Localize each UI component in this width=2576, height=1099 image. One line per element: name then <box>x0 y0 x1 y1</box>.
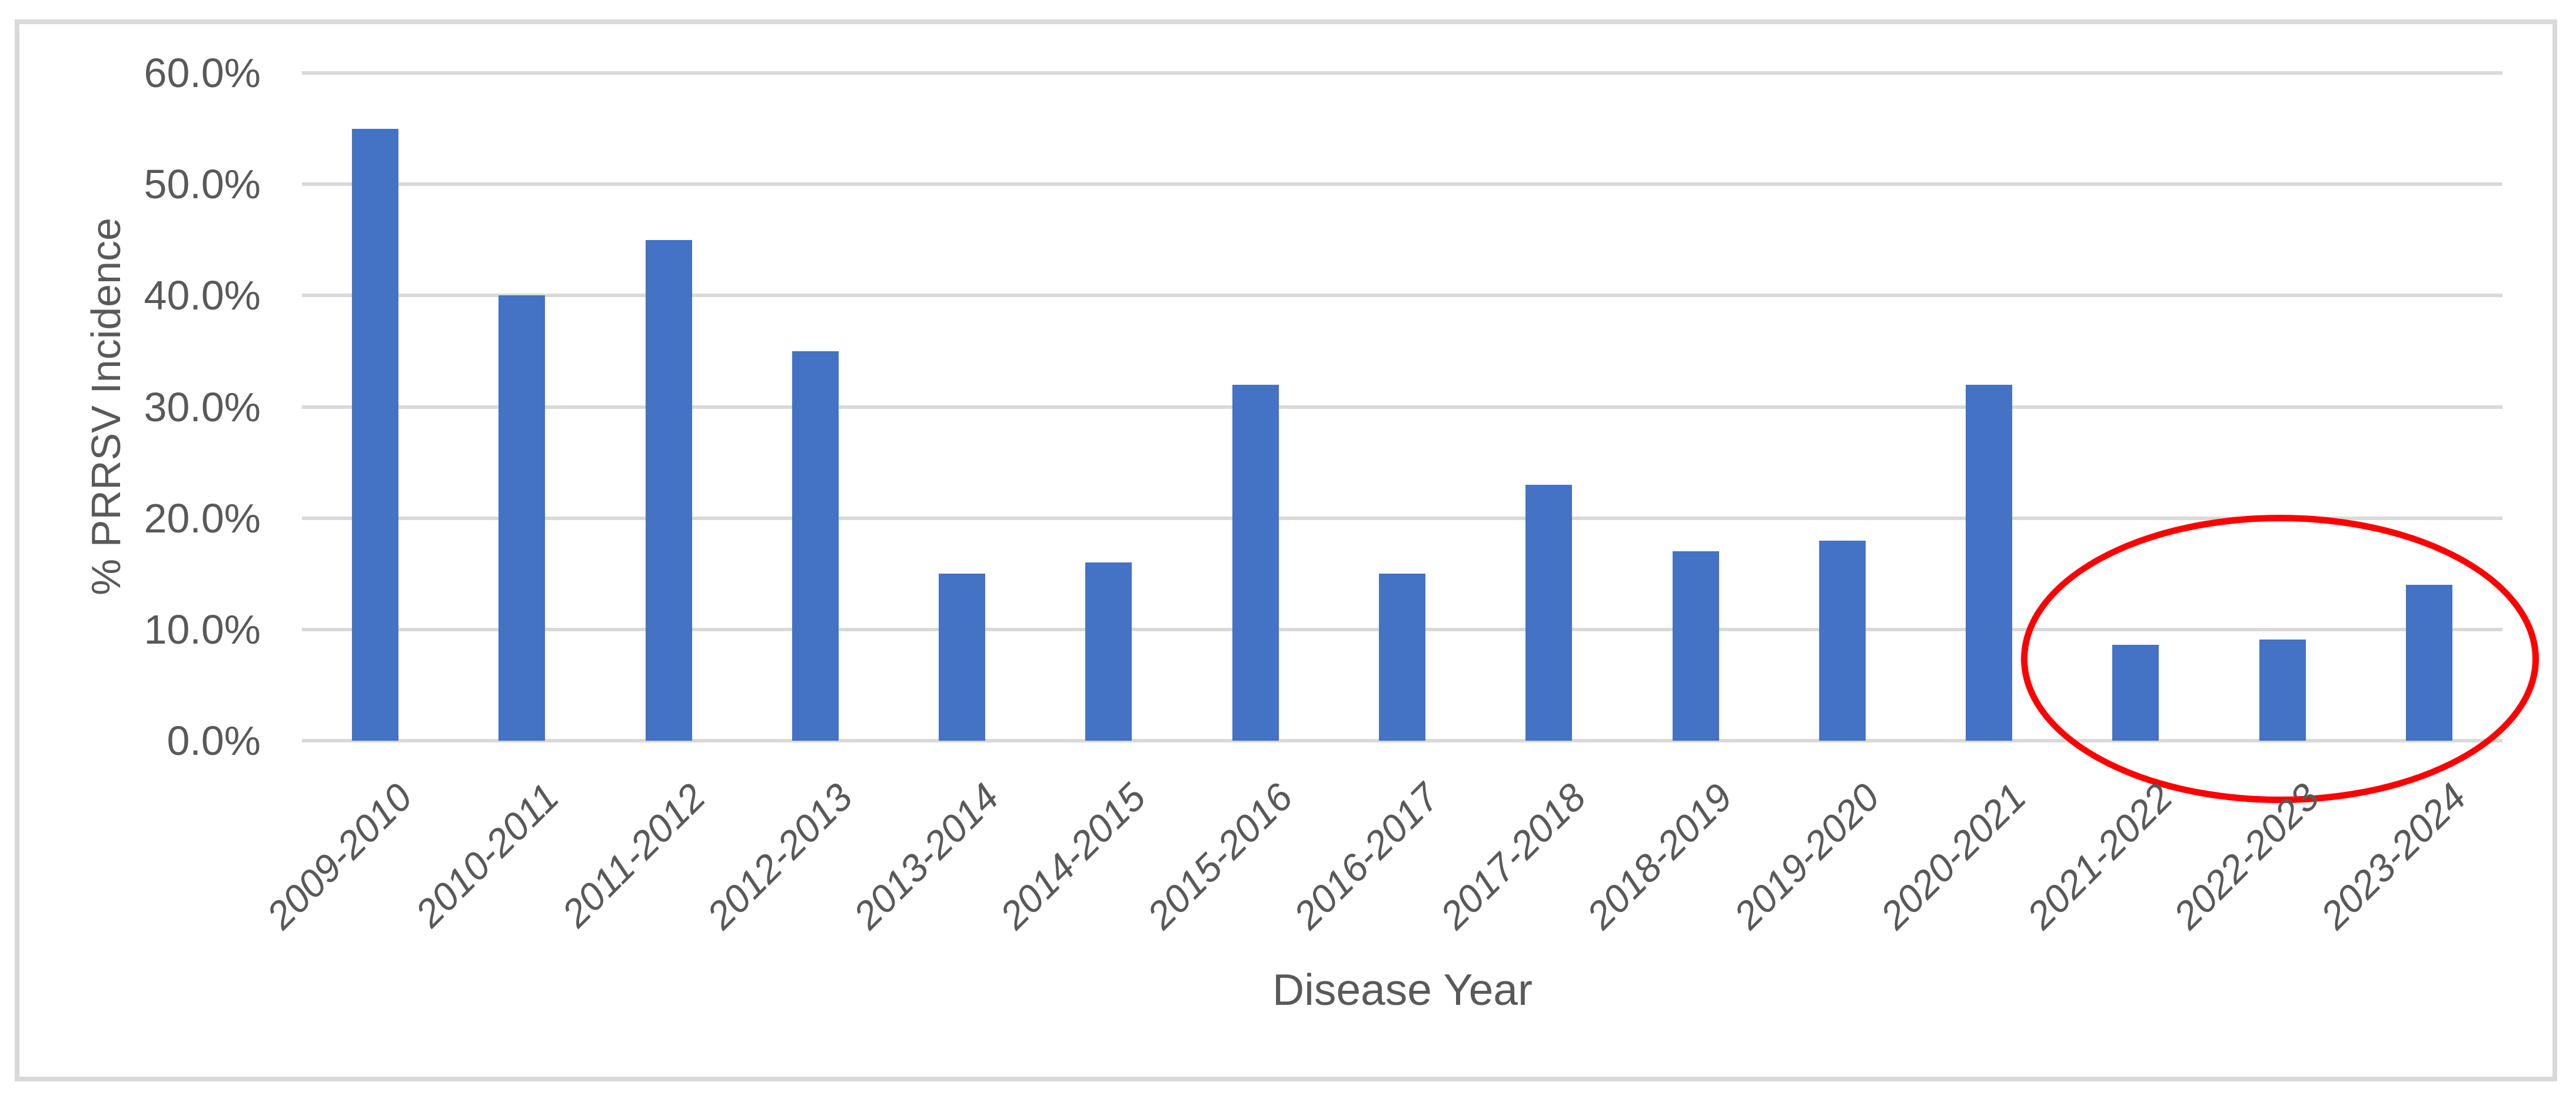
gridline <box>302 182 2502 187</box>
y-axis-tick-label: 0.0% <box>167 718 261 764</box>
y-axis-tick-label: 40.0% <box>144 272 261 319</box>
bar-2014-2015 <box>1085 562 1132 741</box>
bar-2016-2017 <box>1379 574 1425 741</box>
y-axis-tick-label: 60.0% <box>144 50 261 96</box>
bar-2015-2016 <box>1232 384 1279 741</box>
bar-2013-2014 <box>939 574 986 741</box>
bar-2010-2011 <box>498 295 546 741</box>
gridline <box>302 71 2502 75</box>
y-axis-tick-label: 50.0% <box>144 161 261 208</box>
bar-2012-2013 <box>792 351 839 741</box>
bar-2020-2021 <box>1966 384 2013 741</box>
y-axis-tick-label: 10.0% <box>144 606 261 652</box>
bar-2011-2012 <box>645 239 692 741</box>
annotation-ellipse <box>2021 515 2539 803</box>
y-axis-tick-label: 30.0% <box>144 384 261 430</box>
gridline <box>302 405 2502 409</box>
bar-2017-2018 <box>1525 484 1573 741</box>
gridline <box>302 516 2502 520</box>
y-axis-title: % PRRSV Incidence <box>83 218 129 595</box>
bar-2019-2020 <box>1819 540 1866 741</box>
y-axis-tick-label: 20.0% <box>144 495 261 541</box>
x-axis-title: Disease Year <box>1272 965 1533 1014</box>
bar-2009-2010 <box>352 128 399 741</box>
gridline <box>302 739 2502 742</box>
gridline <box>302 294 2502 298</box>
bar-2018-2019 <box>1672 551 1719 741</box>
